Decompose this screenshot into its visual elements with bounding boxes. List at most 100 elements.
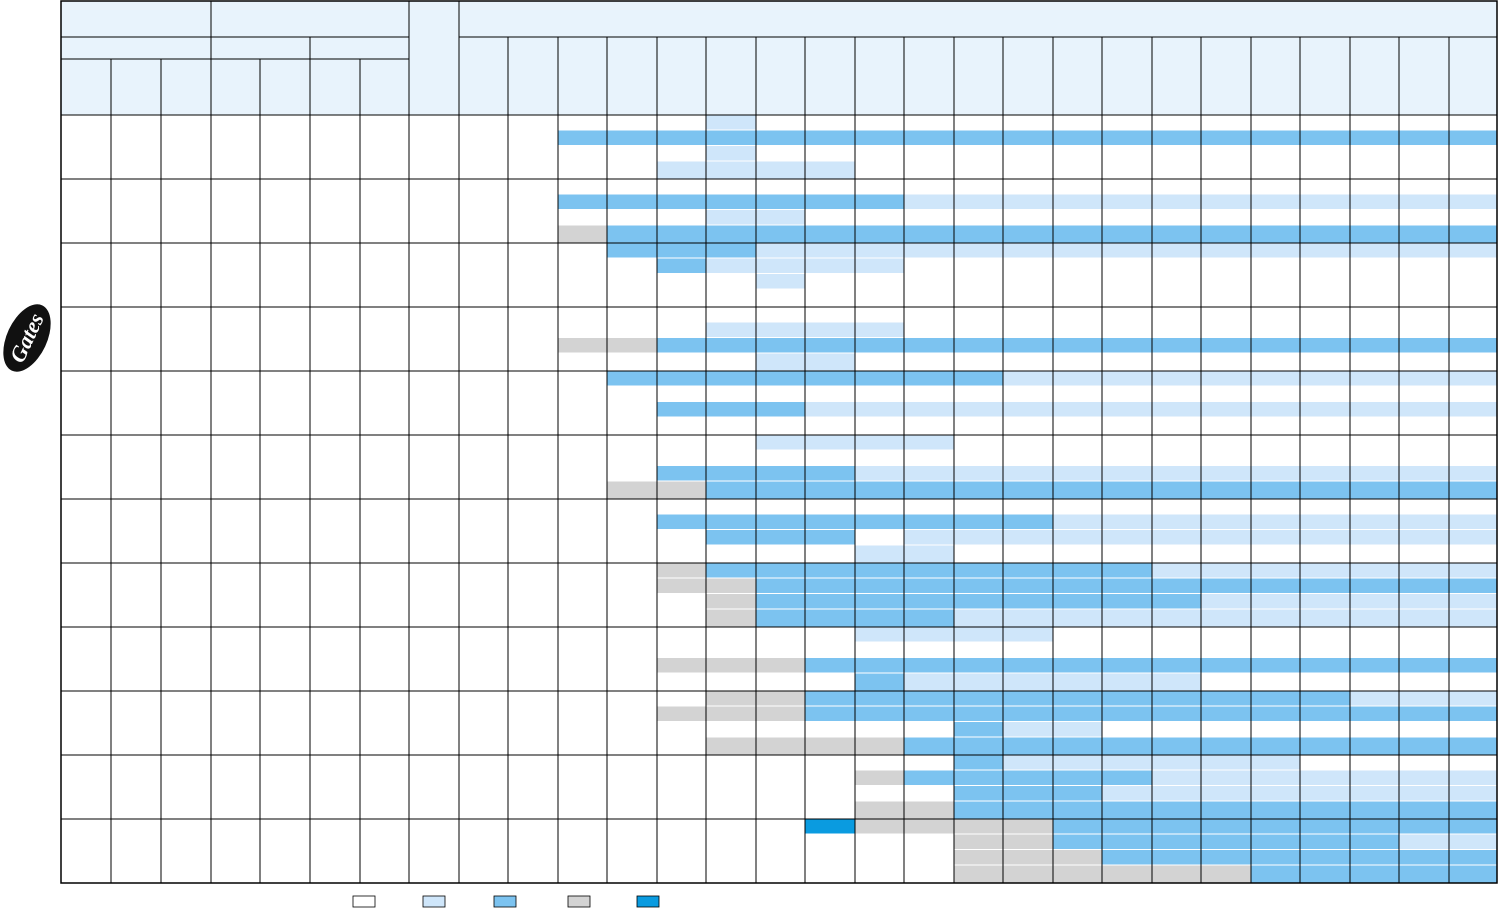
cell [1003, 514, 1053, 529]
cell [855, 371, 904, 386]
cell [1201, 770, 1251, 785]
cell [1449, 194, 1497, 209]
cell [1102, 770, 1152, 785]
cell [1003, 627, 1053, 642]
cell [1003, 578, 1053, 593]
cell [904, 801, 954, 819]
cell [1350, 481, 1399, 499]
cell [607, 338, 657, 353]
cell [954, 481, 1003, 499]
cell [1350, 338, 1399, 353]
cell [805, 243, 855, 258]
cell [1201, 338, 1251, 353]
cell [1399, 481, 1449, 499]
cell [1399, 578, 1449, 593]
cell [1201, 514, 1251, 529]
cell [1350, 514, 1399, 529]
cell [904, 737, 954, 755]
cell [607, 481, 657, 499]
cell [1350, 194, 1399, 209]
cell [855, 819, 904, 834]
cell [1300, 594, 1350, 609]
cell [1053, 578, 1102, 593]
cell [1053, 338, 1102, 353]
cell [805, 161, 855, 179]
cell [1053, 243, 1102, 258]
cell [954, 530, 1003, 545]
cell [805, 338, 855, 353]
cell [1399, 691, 1449, 706]
cell [1350, 225, 1399, 243]
cell [756, 578, 805, 593]
cell [706, 578, 756, 593]
cell [1102, 578, 1152, 593]
cell [855, 737, 904, 755]
cell [1251, 563, 1300, 578]
cell [1350, 466, 1399, 481]
cell [1003, 338, 1053, 353]
cell [855, 481, 904, 499]
cell [954, 609, 1003, 627]
cell [1201, 594, 1251, 609]
cell [855, 258, 904, 273]
cell [756, 706, 805, 721]
cell [706, 706, 756, 721]
cell [1053, 737, 1102, 755]
cell [1399, 770, 1449, 785]
cell [1399, 594, 1449, 609]
cell [756, 466, 805, 481]
cell [1053, 130, 1102, 145]
cell [706, 258, 756, 273]
cell [1251, 402, 1300, 417]
cell [657, 243, 706, 258]
cell [1300, 481, 1350, 499]
cell [954, 225, 1003, 243]
cell [1300, 819, 1350, 834]
cell [706, 338, 756, 353]
cell [1251, 819, 1300, 834]
cell [1350, 530, 1399, 545]
cell [805, 194, 855, 209]
cell [1399, 243, 1449, 258]
cell [1152, 755, 1201, 770]
legend-swatch [422, 895, 446, 908]
cell [1053, 530, 1102, 545]
cell [954, 850, 1003, 865]
cell [805, 466, 855, 481]
cell [1350, 658, 1399, 673]
cell [1251, 658, 1300, 673]
cell [1003, 673, 1053, 691]
cell [756, 481, 805, 499]
cell [1003, 737, 1053, 755]
cell [1053, 770, 1102, 785]
cell [904, 225, 954, 243]
cell [805, 530, 855, 545]
cell [954, 691, 1003, 706]
cell [904, 130, 954, 145]
cell [1300, 691, 1350, 706]
cell [1300, 865, 1350, 883]
cell [1003, 481, 1053, 499]
cell [1399, 706, 1449, 721]
cell [904, 706, 954, 721]
cell [756, 130, 805, 145]
cell [805, 578, 855, 593]
cell [1053, 658, 1102, 673]
cell [1003, 755, 1053, 770]
cell [1350, 578, 1399, 593]
cell [1053, 225, 1102, 243]
cell [1003, 130, 1053, 145]
cell [1251, 371, 1300, 386]
cell [954, 770, 1003, 785]
cell [904, 609, 954, 627]
cell [1053, 609, 1102, 627]
cell [1003, 722, 1053, 737]
cell [1399, 371, 1449, 386]
cell [1152, 673, 1201, 691]
cell [706, 530, 756, 545]
cell [1399, 530, 1449, 545]
cell [1399, 609, 1449, 627]
cell [657, 161, 706, 179]
cell [756, 243, 805, 258]
